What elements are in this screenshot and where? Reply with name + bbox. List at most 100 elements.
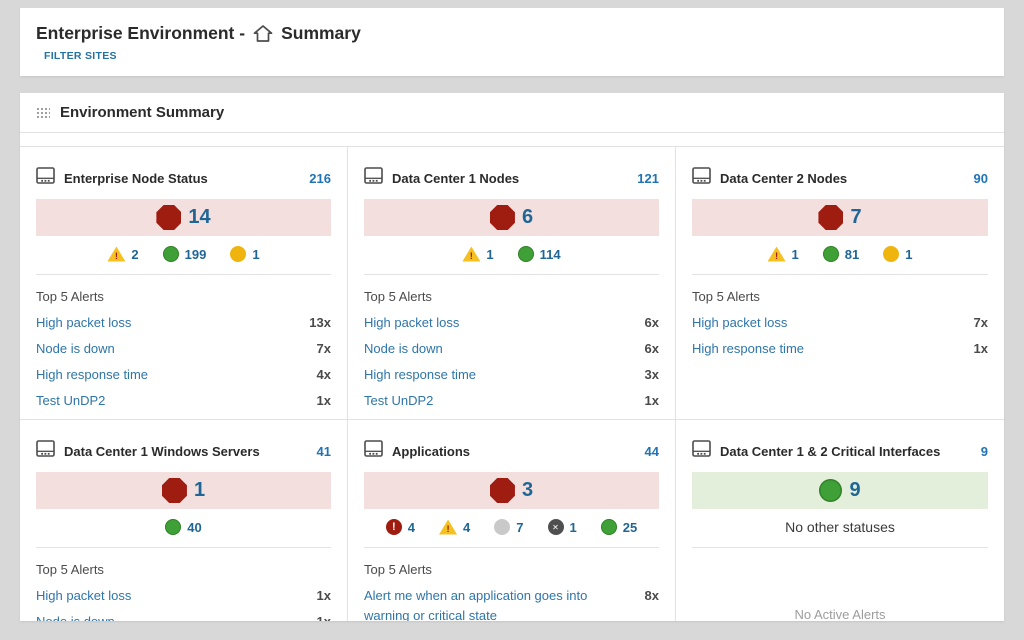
- status-count-value: 1: [252, 246, 260, 262]
- status-count-item[interactable]: 25: [600, 519, 638, 535]
- alert-link[interactable]: High packet loss: [364, 315, 460, 330]
- environment-summary-panel: Environment Summary Enterprise Node Stat…: [20, 93, 1004, 621]
- status-count-item[interactable]: 1: [767, 246, 799, 262]
- cards-grid: Enterprise Node Status 216 14 2 199 1 To…: [20, 146, 1004, 621]
- status-count-value: 25: [622, 519, 638, 535]
- primary-status-band[interactable]: 7: [692, 199, 988, 236]
- up-status-icon: [819, 479, 843, 502]
- primary-status-band[interactable]: 1: [36, 472, 331, 509]
- card-total-count[interactable]: 44: [644, 443, 659, 459]
- no-active-alerts-text: No Active Alerts: [794, 607, 886, 621]
- status-count-item[interactable]: 2: [107, 246, 139, 262]
- card-title: Enterprise Node Status: [64, 170, 208, 186]
- secondary-status-row: 2 199 1: [36, 245, 331, 263]
- status-count-item[interactable]: 199: [162, 246, 206, 262]
- panel-spacer: [20, 133, 1004, 146]
- alert-count: 1x: [316, 588, 331, 603]
- nodes-widget-icon: [692, 440, 711, 462]
- alert-link[interactable]: High response time: [364, 367, 476, 382]
- card-total-count[interactable]: 216: [309, 170, 331, 186]
- panel-title: Environment Summary: [60, 104, 225, 121]
- alert-row: High packet loss 6x: [364, 313, 659, 333]
- card-total-count[interactable]: 121: [637, 170, 659, 186]
- card-header: Data Center 1 & 2 Critical Interfaces 9: [692, 420, 988, 472]
- alert-count: 6x: [644, 341, 659, 356]
- warning-triangle-icon: [462, 246, 481, 262]
- primary-status-count: 6: [521, 206, 534, 228]
- alert-rows: High packet loss 1x Node is down 1x: [36, 586, 331, 621]
- alert-link[interactable]: Node is down: [364, 341, 443, 356]
- up-circle-icon: [822, 246, 839, 262]
- alert-link[interactable]: High packet loss: [692, 315, 788, 330]
- status-count-value: 2: [131, 246, 139, 262]
- nodes-widget-icon: [364, 440, 383, 462]
- resource-card: Data Center 1 & 2 Critical Interfaces 9 …: [676, 420, 1004, 621]
- status-count-item[interactable]: 4: [385, 519, 415, 535]
- secondary-status-row: 4 4 7 1 25: [364, 518, 659, 536]
- secondary-status-row: 1 114: [364, 245, 659, 263]
- alerts-header: Top 5 Alerts: [36, 289, 104, 304]
- status-count-item[interactable]: 1: [230, 246, 260, 262]
- card-alerts-section: Top 5 Alerts High packet loss 6x Node is…: [364, 275, 659, 411]
- alert-count: 8x: [644, 588, 659, 603]
- unknown-circle-icon: [494, 519, 511, 535]
- alert-link[interactable]: Node is down: [36, 612, 307, 621]
- primary-status-band[interactable]: 14: [36, 199, 331, 236]
- status-count-item[interactable]: 1: [547, 519, 577, 535]
- status-count-item[interactable]: 1: [883, 246, 912, 262]
- card-header: Data Center 1 Windows Servers 41: [36, 420, 331, 472]
- warning-triangle-icon: [107, 246, 126, 262]
- resource-card: Enterprise Node Status 216 14 2 199 1 To…: [20, 147, 348, 420]
- card-status-block: 7 1 81 1: [692, 199, 988, 275]
- warning-triangle-icon: [439, 519, 458, 535]
- secondary-status-row: 40: [36, 518, 331, 536]
- primary-status-band[interactable]: 3: [364, 472, 659, 509]
- alert-link[interactable]: High packet loss: [36, 588, 132, 603]
- alert-link[interactable]: High packet loss: [36, 315, 132, 330]
- card-total-count[interactable]: 9: [980, 443, 988, 459]
- status-count-value: 114: [539, 246, 561, 262]
- alert-link[interactable]: High response time: [36, 367, 148, 382]
- card-title: Data Center 2 Nodes: [720, 170, 848, 186]
- primary-status-count: 14: [188, 206, 211, 228]
- resource-card: Applications 44 3 4 4 7 1 25 Top 5 Alert…: [348, 420, 676, 621]
- status-count-item[interactable]: 114: [517, 246, 561, 262]
- page-title-prefix: Enterprise Environment -: [36, 23, 246, 43]
- alerts-header: Top 5 Alerts: [364, 562, 432, 577]
- alert-row: High response time 1x: [692, 339, 988, 359]
- alert-link[interactable]: High response time: [692, 341, 804, 356]
- primary-status-band[interactable]: 6: [364, 199, 659, 236]
- filter-sites-link[interactable]: FILTER SITES: [44, 50, 117, 62]
- card-alerts-section: Top 5 Alerts Alert me when an applicatio…: [364, 548, 659, 621]
- alert-link[interactable]: Alert me when an application goes into w…: [364, 588, 588, 621]
- card-total-count[interactable]: 41: [316, 443, 331, 459]
- status-count-item[interactable]: 1: [462, 246, 494, 262]
- status-count-value: 1: [569, 519, 577, 535]
- status-count-value: 81: [844, 246, 860, 262]
- alert-count: 7x: [316, 341, 331, 356]
- status-count-item[interactable]: 4: [439, 519, 470, 535]
- card-title: Applications: [392, 443, 471, 459]
- alert-link[interactable]: Node is down: [36, 341, 115, 356]
- card-total-count[interactable]: 90: [973, 170, 988, 186]
- alert-row: High response time 4x: [36, 365, 331, 385]
- alert-count: 1x: [316, 393, 331, 408]
- alert-rows: High packet loss 7x High response time 1…: [692, 313, 988, 359]
- primary-status-band[interactable]: 9: [692, 472, 988, 509]
- resource-card: Data Center 1 Windows Servers 41 1 40 To…: [20, 420, 348, 621]
- alert-link[interactable]: Test UnDP2: [36, 393, 106, 408]
- alert-count: 1x: [973, 341, 988, 356]
- alert-link[interactable]: Test UnDP2: [364, 393, 434, 408]
- status-count-item[interactable]: 40: [165, 519, 202, 535]
- up-circle-icon: [162, 246, 179, 262]
- card-header: Data Center 2 Nodes 90: [692, 147, 988, 199]
- card-alerts-section: Top 5 Alerts High packet loss 1x Node is…: [36, 548, 331, 621]
- drag-handle-icon[interactable]: [36, 107, 50, 118]
- resource-card: Data Center 2 Nodes 90 7 1 81 1 Top 5 Al…: [676, 147, 1004, 420]
- status-count-item[interactable]: 7: [494, 519, 524, 535]
- alert-row: Node is down 6x: [364, 339, 659, 359]
- primary-status-count: 3: [521, 479, 534, 501]
- alert-count: 7x: [973, 315, 988, 330]
- alert-row: High packet loss 7x: [692, 313, 988, 333]
- status-count-item[interactable]: 81: [822, 246, 860, 262]
